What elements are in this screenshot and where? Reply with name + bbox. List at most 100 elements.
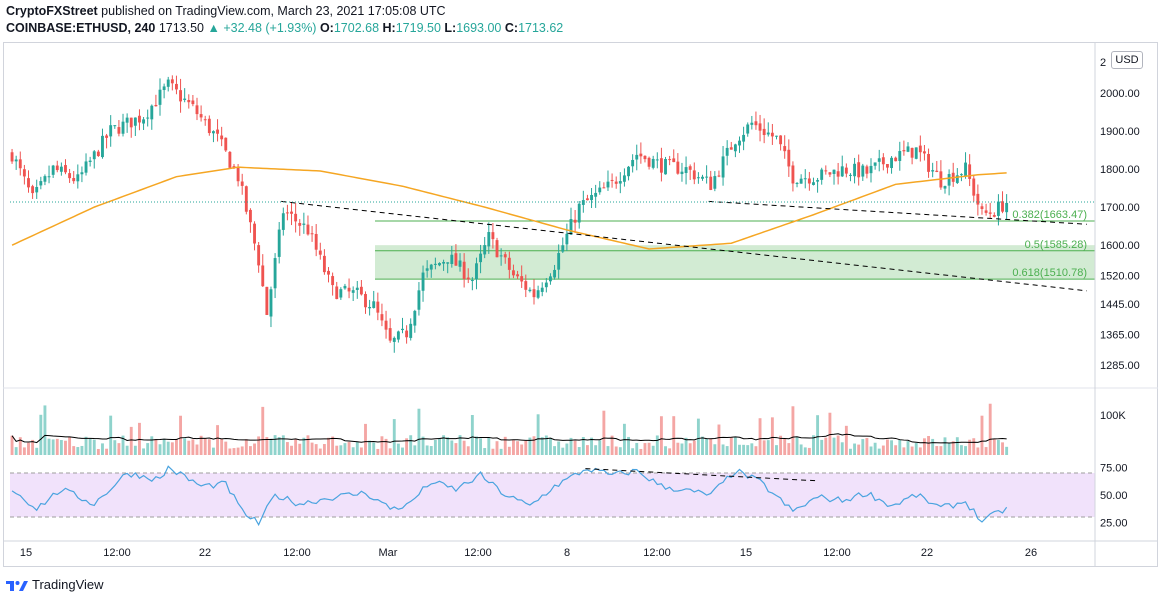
volume-bar bbox=[886, 439, 889, 455]
volume-bar bbox=[117, 443, 121, 455]
candle-body bbox=[725, 147, 729, 156]
time-tick-label: 22 bbox=[199, 547, 211, 559]
candle-body bbox=[692, 170, 696, 180]
volume-bar bbox=[466, 446, 470, 455]
volume-bar bbox=[355, 442, 359, 455]
candle-body bbox=[898, 151, 902, 161]
volume-bar bbox=[853, 443, 857, 455]
volume-bar bbox=[248, 446, 252, 455]
volume-bar bbox=[310, 442, 314, 455]
volume-bar bbox=[450, 440, 454, 455]
candle-body bbox=[331, 276, 335, 286]
volume-bar bbox=[688, 443, 692, 455]
volume-bar bbox=[512, 440, 515, 455]
candle-body bbox=[902, 150, 906, 152]
volume-bar bbox=[158, 444, 162, 455]
volume-bar bbox=[890, 440, 894, 455]
volume-bar bbox=[799, 444, 803, 455]
candle-body bbox=[88, 160, 92, 163]
candle-body bbox=[269, 289, 273, 317]
candle-body bbox=[894, 157, 898, 162]
volume-bar bbox=[409, 435, 413, 455]
volume-bar bbox=[343, 443, 347, 455]
volume-bar bbox=[590, 437, 593, 455]
volume-bar bbox=[368, 440, 372, 455]
volume-bar bbox=[216, 425, 219, 455]
open-label: O: bbox=[319, 21, 334, 35]
candle-body bbox=[364, 293, 367, 308]
volume-bar bbox=[507, 446, 511, 455]
volume-bar bbox=[475, 436, 478, 455]
candle-body bbox=[318, 250, 322, 255]
volume-bar bbox=[643, 443, 647, 455]
candle-body bbox=[828, 172, 832, 175]
candle-body bbox=[507, 257, 511, 270]
candle-body bbox=[844, 167, 848, 174]
candle-body bbox=[1001, 201, 1004, 212]
candle-body bbox=[561, 245, 565, 252]
candle-body bbox=[14, 159, 18, 162]
volume-bar bbox=[725, 446, 729, 455]
volume-bar bbox=[327, 437, 330, 455]
candle-body bbox=[417, 290, 421, 310]
volume-bar bbox=[762, 440, 766, 455]
candle-body bbox=[195, 105, 199, 115]
volume-bar bbox=[573, 440, 577, 455]
volume-bar bbox=[733, 436, 737, 455]
volume-bar bbox=[433, 440, 437, 455]
candle-body bbox=[906, 146, 910, 152]
candle-body bbox=[869, 165, 873, 174]
volume-bar bbox=[754, 446, 758, 455]
volume-bar bbox=[240, 446, 244, 455]
candle-body bbox=[812, 182, 815, 185]
candle-body bbox=[125, 117, 129, 123]
candle-body bbox=[549, 276, 552, 282]
volume-bar bbox=[988, 403, 992, 455]
time-tick-label: 12:00 bbox=[823, 547, 851, 559]
volume-bar bbox=[549, 437, 552, 455]
candle-body bbox=[207, 118, 211, 134]
candle-body bbox=[655, 159, 659, 161]
currency-button[interactable]: USD bbox=[1111, 51, 1143, 69]
volume-bar bbox=[672, 416, 676, 455]
candle-body bbox=[959, 174, 963, 176]
close-label: C: bbox=[504, 21, 519, 35]
candle-body bbox=[380, 314, 384, 321]
volume-bar bbox=[175, 438, 178, 455]
volume-bar bbox=[31, 439, 35, 455]
candle-body bbox=[298, 222, 302, 226]
candle-body bbox=[59, 166, 63, 172]
candle-body bbox=[820, 169, 824, 180]
candle-body bbox=[849, 174, 852, 176]
volume-bar bbox=[364, 423, 367, 455]
candle-body bbox=[980, 206, 984, 209]
volume-bar bbox=[269, 438, 273, 455]
candle-body bbox=[248, 209, 252, 223]
price-tick-label: 1445.00 bbox=[1100, 299, 1140, 311]
candle-body bbox=[627, 166, 630, 177]
candle-body bbox=[35, 186, 39, 193]
volume-bar bbox=[931, 438, 935, 455]
candle-body bbox=[738, 140, 741, 146]
candle-body bbox=[433, 263, 437, 265]
volume-bar bbox=[125, 445, 129, 455]
publisher-name[interactable]: CryptoFXStreet bbox=[6, 4, 98, 18]
volume-bar bbox=[396, 443, 400, 455]
candle-body bbox=[914, 147, 918, 159]
volume-bar bbox=[458, 435, 462, 455]
volume-bar bbox=[413, 445, 417, 455]
volume-bar bbox=[18, 437, 22, 455]
candle-body bbox=[121, 121, 125, 134]
candle-body bbox=[590, 194, 593, 201]
candle-body bbox=[795, 182, 799, 184]
candle-body bbox=[18, 159, 22, 169]
footer: TradingView bbox=[6, 577, 104, 592]
symbol-label[interactable]: COINBASE:ETHUSD, 240 bbox=[6, 21, 156, 35]
brand-name[interactable]: TradingView bbox=[32, 577, 104, 592]
volume-bar bbox=[72, 446, 76, 455]
candle-body bbox=[232, 166, 236, 168]
candle-body bbox=[368, 306, 372, 309]
candle-body bbox=[996, 201, 1000, 216]
volume-bar bbox=[96, 448, 100, 455]
